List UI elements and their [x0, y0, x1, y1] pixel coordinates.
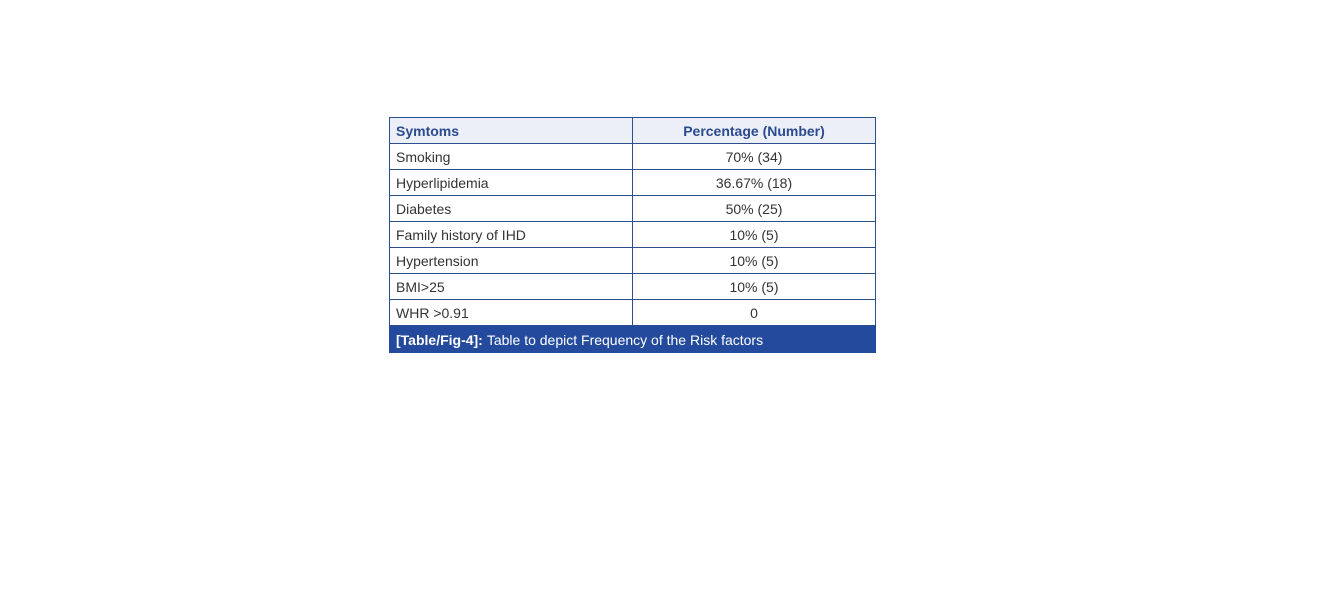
table-body: Smoking 70% (34) Hyperlipidemia 36.67% (18)…: [389, 143, 876, 326]
caption-label: [Table/Fig-4]:: [396, 332, 483, 348]
table-figure: Symtoms Percentage (Number) Smoking 70% (3…: [389, 117, 876, 353]
table-cell: 36.67% (18): [632, 169, 876, 196]
table-cell: 0: [632, 299, 876, 326]
table-row: BMI>25 10% (5): [389, 273, 876, 300]
table-cell: 70% (34): [632, 143, 876, 170]
caption-text: Table to depict Frequency of the Risk fa…: [486, 332, 764, 348]
table-cell: Hypertension: [389, 247, 633, 274]
table-cell: 10% (5): [632, 273, 876, 300]
table-cell: Diabetes: [389, 195, 633, 222]
table-cell: BMI>25: [389, 273, 633, 300]
table-cell: 50% (25): [632, 195, 876, 222]
table-row: Family history of IHD 10% (5): [389, 221, 876, 248]
risk-table: Symtoms Percentage (Number) Smoking 70% (3…: [389, 117, 876, 326]
table-cell: WHR >0.91: [389, 299, 633, 326]
table-cell: Smoking: [389, 143, 633, 170]
table-cell: Hyperlipidemia: [389, 169, 633, 196]
header-row: Symtoms Percentage (Number): [389, 117, 876, 144]
caption: [Table/Fig-4]: Table to depict Frequency …: [389, 326, 876, 353]
table-row: Smoking 70% (34): [389, 143, 876, 170]
table-row: Hyperlipidemia 36.67% (18): [389, 169, 876, 196]
table-row: Diabetes 50% (25): [389, 195, 876, 222]
table-cell: 10% (5): [632, 247, 876, 274]
header-cell: Symtoms: [389, 117, 633, 144]
header-cell: Percentage (Number): [632, 117, 876, 144]
table-cell: 10% (5): [632, 221, 876, 248]
table-cell: Family history of IHD: [389, 221, 633, 248]
table-row: Hypertension 10% (5): [389, 247, 876, 274]
table-row: WHR >0.91 0: [389, 299, 876, 326]
